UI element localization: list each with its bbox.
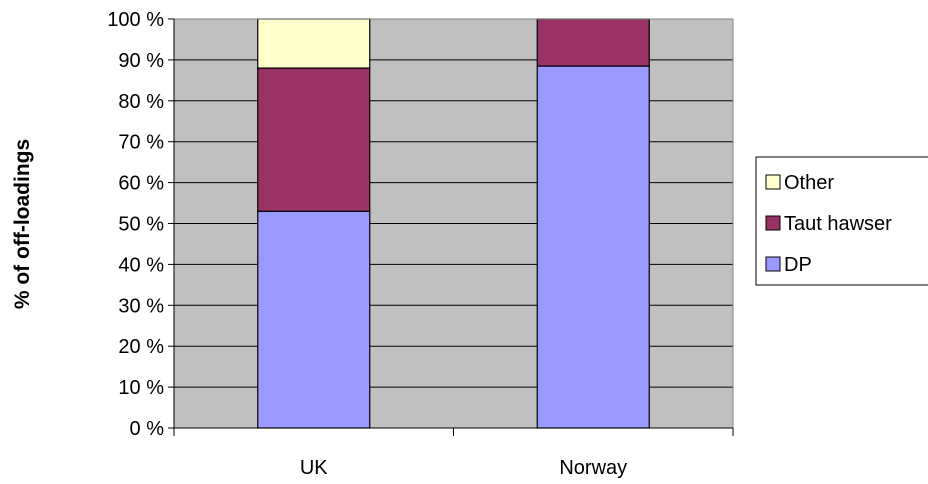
legend-swatch-taut-hawser [765,215,781,231]
axes: 0 % 10 % 20 % 30 % 40 % 50 % 60 % 70 % 80 % 90 % 1… [107,9,734,479]
y-axis-title: % of off-loadings [11,139,34,309]
y-tick-label: 10 % [118,377,164,399]
x-tick-label: UK [300,457,328,479]
y-tick-label: 100 % [107,9,164,31]
legend-swatch-other [765,174,781,190]
legend-label: DP [784,254,812,276]
bar-segment-uk-taut-hawser [257,67,371,212]
y-tick-label: 30 % [118,295,164,317]
legend: Other Taut hawser DP [755,156,928,286]
plot-area [173,18,734,429]
y-tick-label: 80 % [118,91,164,113]
legend-label: Taut hawser [784,213,892,235]
y-tick-label: 50 % [118,214,164,236]
y-tick-label: 60 % [118,173,164,195]
y-tick-label: 40 % [118,254,164,276]
y-tick-label: 20 % [118,336,164,358]
bar-segment-norway-dp [536,65,650,429]
bar-segment-norway-taut-hawser [536,18,650,67]
y-tick-label: 90 % [118,50,164,72]
legend-label: Other [784,172,834,194]
bar-segment-uk-other [257,18,371,69]
x-tick-label: Norway [559,457,627,479]
y-tick-label: 70 % [118,132,164,154]
legend-swatch-dp [765,256,781,272]
legend-box [755,156,928,286]
y-tick-label: 0 % [130,418,165,440]
bar-segment-uk-dp [257,210,371,429]
